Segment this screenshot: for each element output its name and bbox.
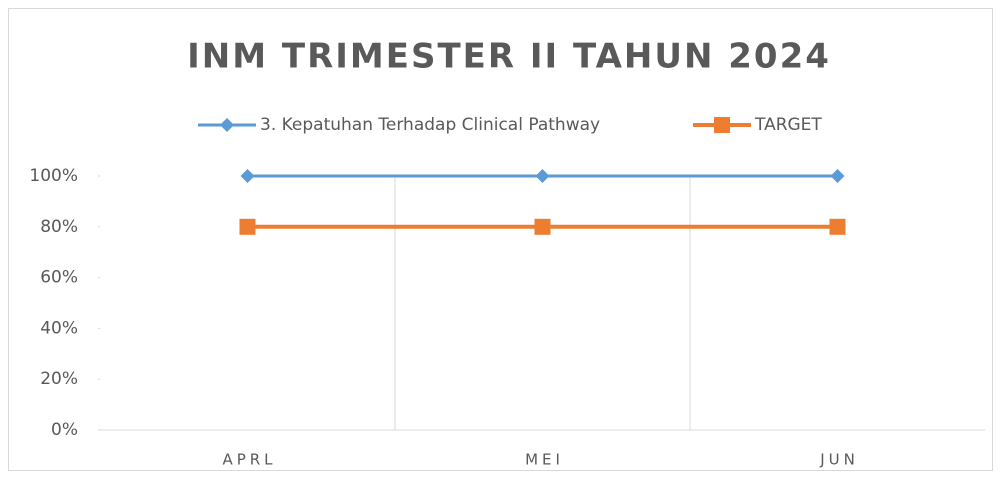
- x-tick-label: JUN: [819, 451, 859, 469]
- y-tick-label: 0%: [51, 420, 78, 440]
- chart-border: [8, 8, 993, 471]
- y-tick-label: 80%: [40, 217, 78, 237]
- legend-label: TARGET: [754, 115, 822, 135]
- marker: [829, 218, 846, 235]
- legend-label: 3. Kepatuhan Terhadap Clinical Pathway: [260, 115, 600, 135]
- y-tick-label: 100%: [29, 166, 78, 186]
- y-tick-label: 20%: [40, 369, 78, 389]
- marker: [240, 169, 255, 183]
- x-tick-label: MEI: [525, 451, 564, 469]
- x-tick-label: APRL: [222, 451, 276, 469]
- legend-marker: [220, 118, 234, 132]
- marker: [534, 218, 551, 235]
- y-tick-label: 40%: [40, 318, 78, 338]
- y-tick-label: 60%: [40, 268, 78, 288]
- legend-marker: [714, 117, 730, 133]
- marker: [535, 169, 550, 183]
- marker: [239, 218, 256, 235]
- chart-title: INM TRIMESTER II TAHUN 2024: [187, 37, 831, 77]
- marker: [830, 169, 845, 183]
